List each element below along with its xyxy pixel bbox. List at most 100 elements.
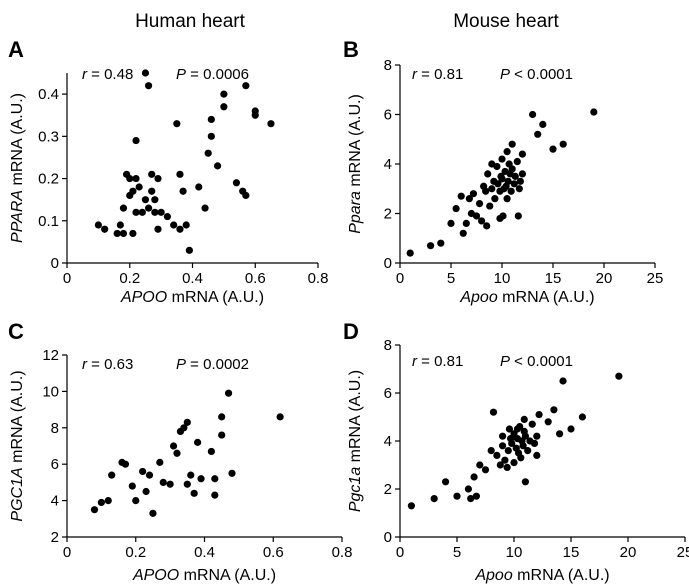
scatter-point bbox=[518, 170, 527, 178]
scatter-point bbox=[535, 411, 543, 419]
scatter-point bbox=[126, 174, 134, 183]
scatter-point bbox=[149, 509, 157, 517]
y-tick-label: 8 bbox=[384, 57, 392, 74]
scatter-point bbox=[148, 170, 156, 178]
correlation-r-text: r = 0.81 bbox=[412, 66, 463, 83]
scatter-point bbox=[154, 174, 162, 183]
scatter-point bbox=[132, 208, 140, 216]
scatter-point bbox=[173, 449, 181, 457]
x-axis-label: Apoo mRNA (A.U.) bbox=[459, 289, 594, 306]
scatter-panel-b: B 0 5 10 15 20 25 0 2 4 6 8 Apoo mRNA (A.U.) Ppara mR… bbox=[343, 37, 663, 306]
scatter-panel-c: C 0 0.2 0.4 0.6 0.8 2 4 6 8 10 12 APOO mRNA (A.U.) PG… bbox=[8, 319, 352, 584]
scatter-point bbox=[520, 415, 528, 423]
scatter-point bbox=[503, 463, 511, 471]
scatter-point bbox=[511, 172, 519, 180]
scatter-point bbox=[407, 502, 415, 510]
scatter-point bbox=[159, 478, 167, 486]
scatter-point bbox=[530, 439, 539, 447]
y-axis-label: PGC1A mRNA (A.U.) bbox=[9, 370, 26, 521]
scatter-point bbox=[190, 489, 198, 497]
scatter-point bbox=[504, 447, 512, 455]
scatter-point bbox=[251, 111, 259, 119]
scatter-point bbox=[481, 466, 490, 474]
scatter-point bbox=[513, 157, 521, 166]
scatter-point bbox=[220, 103, 228, 111]
scatter-point bbox=[442, 478, 450, 486]
scatter-point bbox=[521, 478, 530, 486]
scatter-point bbox=[157, 208, 165, 216]
scatter-point bbox=[211, 475, 219, 483]
y-tick-label: 0.3 bbox=[38, 128, 59, 145]
y-tick-label: 0.4 bbox=[38, 86, 59, 103]
scatter-point bbox=[503, 148, 511, 156]
scatter-point bbox=[119, 204, 128, 212]
scatter-point bbox=[556, 430, 564, 438]
scatter-point bbox=[489, 408, 498, 416]
scatter-point bbox=[242, 191, 250, 200]
y-tick-label: 8 bbox=[384, 337, 392, 354]
column-title-human: Human heart bbox=[135, 11, 246, 32]
scatter-point bbox=[132, 497, 140, 505]
scatter-point bbox=[179, 187, 187, 195]
scatter-point bbox=[518, 150, 527, 158]
scatter-point bbox=[180, 424, 188, 432]
scatter-point bbox=[507, 187, 515, 195]
scatter-point bbox=[476, 461, 484, 469]
scatter-point bbox=[517, 454, 525, 462]
scatter-point bbox=[528, 420, 536, 428]
scatter-point bbox=[90, 506, 99, 514]
scatter-point bbox=[116, 221, 124, 229]
scatter-point bbox=[148, 187, 156, 195]
scatter-point bbox=[567, 425, 575, 433]
scatter-point bbox=[534, 130, 542, 138]
scatter-point bbox=[242, 82, 250, 90]
scatter-point bbox=[218, 413, 226, 421]
scatter-point bbox=[267, 120, 275, 128]
y-tick-label: 0 bbox=[51, 255, 59, 272]
x-axis-label: Apoo mRNA (A.U.) bbox=[474, 567, 609, 584]
x-tick-label: 20 bbox=[596, 270, 613, 287]
x-tick-label: 20 bbox=[620, 544, 637, 561]
x-axis-label: APOO mRNA (A.U.) bbox=[132, 567, 276, 584]
scatter-point bbox=[504, 177, 512, 185]
scatter-point bbox=[457, 192, 465, 200]
y-tick-label: 6 bbox=[384, 385, 392, 402]
scatter-point bbox=[135, 183, 143, 191]
scatter-point bbox=[185, 246, 193, 254]
y-tick-label: 2 bbox=[384, 481, 392, 498]
panel-letter: B bbox=[343, 37, 359, 62]
x-tick-label: 0.2 bbox=[119, 270, 140, 287]
scatter-point bbox=[139, 467, 147, 476]
x-tick-label: 25 bbox=[677, 544, 689, 561]
scatter-point bbox=[514, 212, 522, 220]
scatter-point bbox=[141, 69, 150, 77]
scatter-point bbox=[470, 473, 478, 481]
scatter-point bbox=[464, 485, 472, 493]
scatter-point bbox=[447, 219, 455, 227]
scatter-point bbox=[94, 221, 102, 229]
scatter-point bbox=[499, 432, 507, 440]
scatter-point bbox=[108, 471, 116, 479]
scatter-point bbox=[129, 187, 137, 195]
scatter-point bbox=[195, 183, 203, 191]
scatter-point bbox=[496, 461, 504, 469]
x-tick-label: 0 bbox=[396, 270, 404, 287]
p-value-text: P = 0.0006 bbox=[176, 66, 249, 83]
x-tick-label: 0.4 bbox=[182, 270, 203, 287]
scatter-point bbox=[501, 456, 509, 464]
scatter-point bbox=[516, 177, 524, 185]
scatter-point bbox=[590, 108, 598, 116]
p-value-text: P < 0.0001 bbox=[500, 353, 573, 370]
scatter-point bbox=[141, 196, 150, 204]
x-tick-label: 0 bbox=[63, 544, 71, 561]
y-tick-label: 2 bbox=[51, 529, 59, 546]
x-tick-label: 0 bbox=[396, 544, 404, 561]
x-tick-label: 5 bbox=[453, 544, 461, 561]
scatter-point bbox=[113, 229, 121, 238]
scatter-point bbox=[204, 149, 212, 157]
scatter-point bbox=[498, 175, 506, 183]
scatter-point bbox=[183, 480, 191, 488]
y-tick-label: 0 bbox=[384, 529, 392, 546]
scatter-point bbox=[496, 214, 504, 223]
scatter-point bbox=[529, 110, 537, 119]
